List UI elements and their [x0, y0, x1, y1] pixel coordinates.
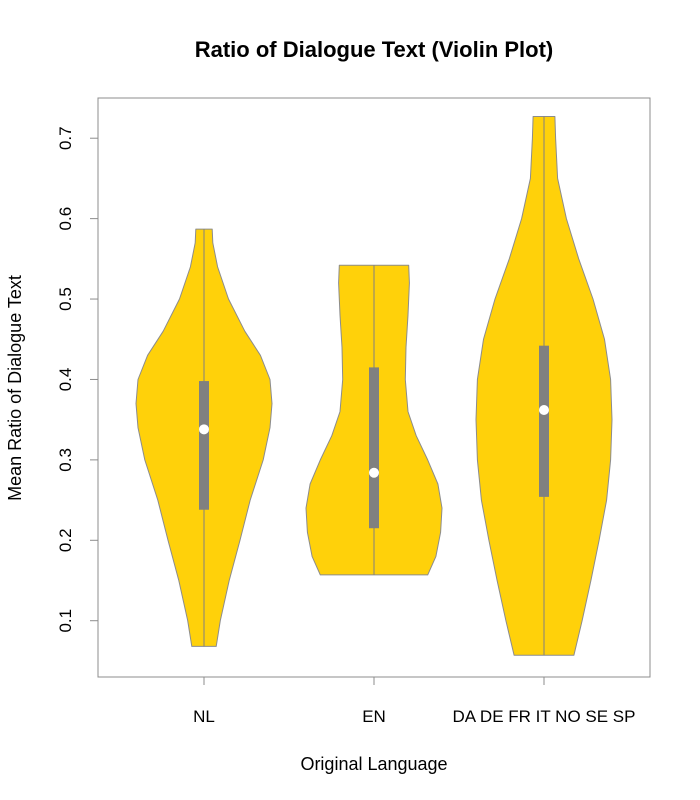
violin-iqr-box — [369, 367, 379, 529]
y-axis: 0.1 0.2 0.3 0.4 0.5 0.6 0.7 — [56, 126, 99, 633]
x-tick-label: DA DE FR IT NO SE SP — [453, 707, 636, 726]
y-tick-label: 0.3 — [56, 448, 75, 472]
y-tick-label: 0.1 — [56, 609, 75, 633]
y-axis-label: Mean Ratio of Dialogue Text — [5, 275, 25, 501]
x-tick-label: EN — [362, 707, 386, 726]
y-tick-label: 0.6 — [56, 207, 75, 231]
x-tick-label: NL — [193, 707, 215, 726]
x-axis-label: Original Language — [300, 754, 447, 774]
violin-median-dot — [539, 405, 549, 416]
chart-title: Ratio of Dialogue Text (Violin Plot) — [195, 37, 554, 62]
x-axis: NL EN DA DE FR IT NO SE SP — [193, 676, 636, 726]
violin-group — [135, 116, 613, 656]
y-tick-label: 0.4 — [56, 368, 75, 392]
violin-iqr-box — [539, 345, 549, 497]
violin-iqr-box — [199, 381, 209, 510]
violin-median-dot — [199, 424, 209, 435]
y-tick-label: 0.5 — [56, 287, 75, 311]
y-tick-label: 0.2 — [56, 528, 75, 552]
violin-median-dot — [369, 467, 379, 478]
y-tick-label: 0.7 — [56, 126, 75, 150]
